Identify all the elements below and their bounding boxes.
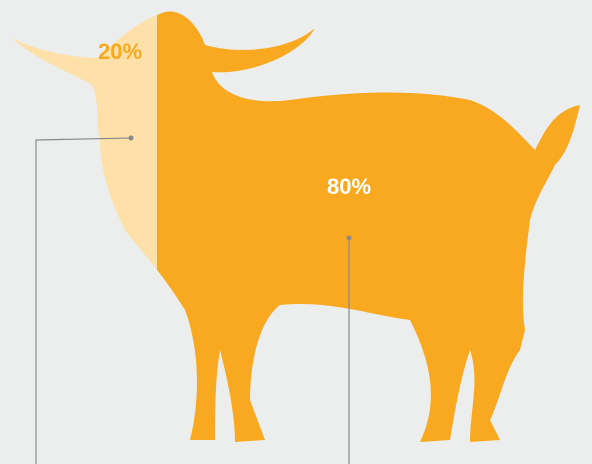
chart: 20% 80% xyxy=(0,0,592,464)
leader-dot xyxy=(347,236,352,241)
share-segment xyxy=(157,0,592,464)
share-segment xyxy=(12,0,157,464)
leader-dot xyxy=(129,136,134,141)
value-label: 80% xyxy=(327,174,371,199)
value-label: 20% xyxy=(98,39,142,64)
goat-silhouette xyxy=(12,0,592,464)
